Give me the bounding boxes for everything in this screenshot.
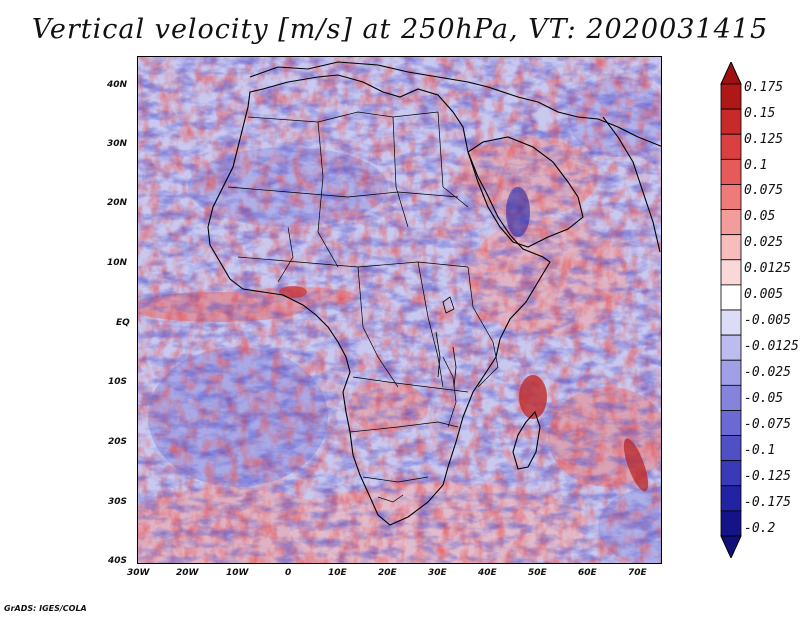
lat-label: 10N [107,258,128,268]
colorbar-label: 0.025 [744,235,784,250]
lon-label: 10E [328,568,347,578]
colorbar-label: -0.0125 [744,339,799,354]
grads-credit: GrADS: IGES/COLA [4,604,87,613]
europe-coastline [249,61,539,103]
colorbar-label: 0.075 [744,183,784,198]
colorbar-swatch [720,158,742,185]
chart-title: Vertical velocity [m/s] at 250hPa, VT: 2… [31,14,769,45]
colorbar-label: 0.125 [744,132,784,147]
colorbar-label: -0.025 [744,365,791,380]
lakes [435,296,457,388]
lat-label: EQ [116,318,130,328]
lat-label: 30S [108,497,128,507]
lon-label: 10W [226,568,249,578]
colorbar-label: 0.005 [744,287,784,302]
colorbar-label: -0.125 [744,469,791,484]
colorbar-swatch [720,234,742,261]
colorbar-swatch [720,359,742,386]
madagascar-coastline [512,410,541,470]
velocity-map [138,57,661,563]
colorbar-label: 0.15 [744,106,776,121]
lat-label: 20N [107,198,128,208]
colorbar-swatch [720,510,742,537]
india-coastline [602,116,661,253]
colorbar-top-arrow [720,62,742,85]
lat-label: 10S [108,377,128,387]
colorbar-swatch [720,309,742,336]
lat-label: 30N [107,139,128,149]
country-borders [227,111,499,503]
lat-label: 20S [108,437,128,447]
coastlines [207,61,661,526]
africa-coastline [207,74,551,526]
lon-label: 40E [478,568,497,578]
colorbar-bottom-arrow [720,535,742,558]
colorbar-swatch [720,284,742,311]
iran-coastline [537,101,661,147]
colorbar-label: -0.1 [744,443,776,458]
colorbar-swatch [720,83,742,110]
lon-label: 50E [528,568,547,578]
colorbar-swatch [720,133,742,160]
lon-label: 0 [285,568,292,578]
lon-label: 60E [578,568,597,578]
lon-label: 30E [428,568,447,578]
colorbar-label: -0.005 [744,313,791,328]
arabia-coastline [467,136,584,248]
lon-label: 70E [628,568,647,578]
map-plot-area [137,56,662,564]
colorbar [720,62,742,558]
colorbar-swatch [720,259,742,286]
lat-label: 40N [107,80,128,90]
colorbar-label: -0.075 [744,417,791,432]
intense-features [279,187,649,492]
colorbar-label: -0.05 [744,391,784,406]
colorbar-swatch [720,410,742,436]
colorbar-label: 0.05 [744,209,776,224]
colorbar-swatch [720,108,742,135]
colorbar-swatch [720,334,742,361]
colorbar-label: 0.175 [744,80,784,95]
colorbar-swatch [720,485,742,512]
colorbar-label: -0.2 [744,521,776,536]
colorbar-label: -0.175 [744,495,791,510]
colorbar-label: 0.1 [744,158,768,173]
lat-label: 40S [108,556,128,566]
colorbar-label: 0.0125 [744,261,791,276]
colorbar-swatch [720,209,742,236]
colorbar-swatch [720,184,742,210]
colorbar-swatch [720,435,742,462]
lon-label: 20E [378,568,397,578]
colorbar-swatch [720,460,742,487]
downdraft-texture [138,57,661,563]
lon-label: 30W [127,568,150,578]
colorbar-swatch [720,384,742,411]
lon-label: 20W [176,568,199,578]
